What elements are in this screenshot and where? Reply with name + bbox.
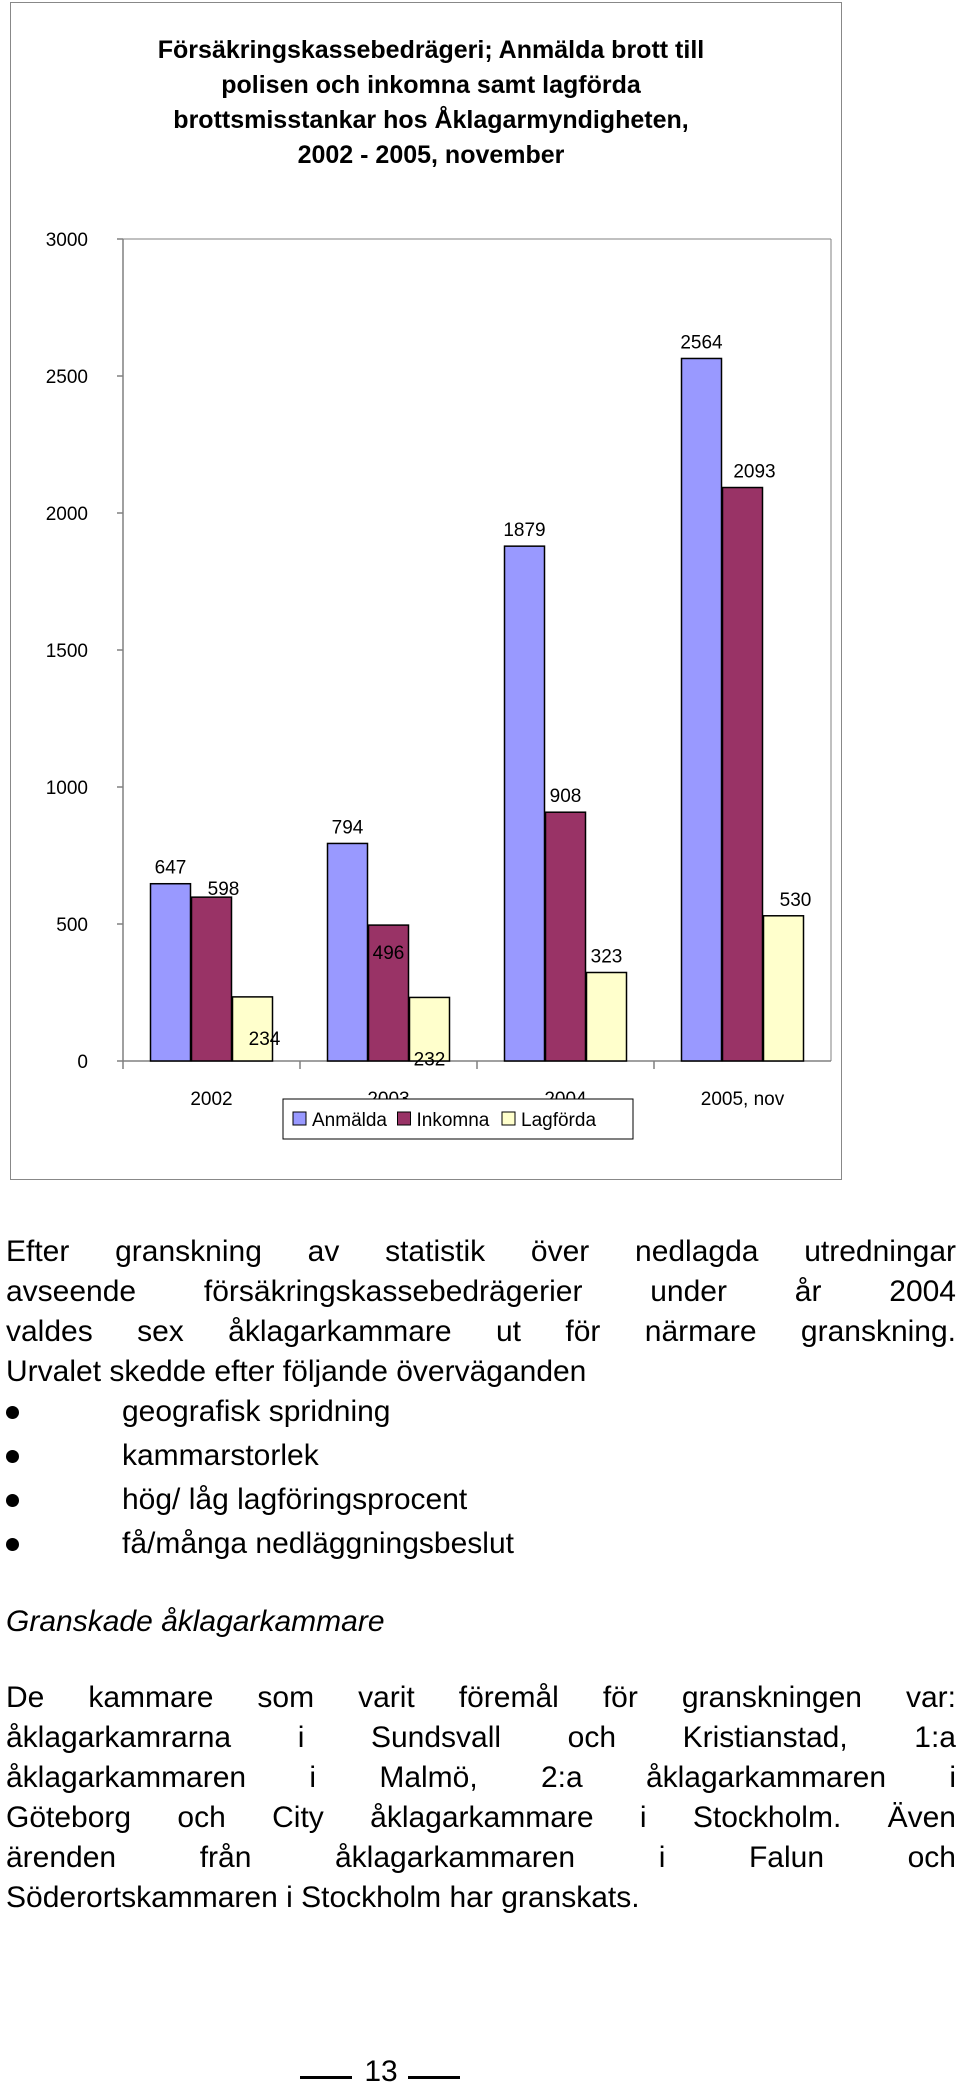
bar — [326, 842, 369, 1062]
y-tick-label: 0 — [77, 1052, 88, 1073]
text-line: Göteborg och City åklagarkammare i Stock… — [6, 1801, 956, 1834]
chart-title-line: 2002 - 2005, november — [297, 141, 565, 169]
text-line: Urvalet skedde efter följande övervägand… — [6, 1355, 587, 1388]
list-item-text: geografisk spridning — [122, 1395, 391, 1428]
paragraph-intro: Efter granskning av statistik över nedla… — [6, 1232, 956, 1392]
data-label: 647 — [155, 858, 187, 879]
body-text: Efter granskning av statistik över nedla… — [6, 1232, 956, 1918]
text-line: De kammare som varit föremål för granskn… — [6, 1681, 956, 1714]
chart-container: Försäkringskassebedrägeri; Anmälda brott… — [10, 2, 842, 1180]
list-item-text: kammarstorlek — [122, 1439, 319, 1472]
data-label: 794 — [332, 817, 364, 838]
bar — [585, 971, 628, 1062]
data-label: 908 — [550, 786, 582, 807]
bar — [544, 811, 587, 1062]
text-line: åklagarkammaren i Malmö, 2:a åklagarkamm… — [6, 1761, 956, 1794]
bar — [503, 545, 546, 1062]
list-item: geografisk spridning — [6, 1392, 956, 1436]
bullet-icon — [6, 1494, 19, 1507]
x-tick-label: 2002 — [190, 1089, 232, 1110]
bullet-icon — [6, 1406, 19, 1419]
legend-swatch — [397, 1111, 411, 1126]
data-label: 1879 — [503, 520, 545, 541]
data-label: 2564 — [680, 332, 723, 353]
bar — [408, 996, 451, 1062]
list-item-text: hög/ låg lagföringsprocent — [122, 1483, 468, 1516]
list-item: hög/ låg lagföringsprocent — [6, 1480, 956, 1524]
footer-dash-left — [300, 2076, 352, 2079]
chart-title-line: Försäkringskassebedrägeri; Anmälda brott… — [157, 36, 705, 64]
bar — [367, 924, 410, 1062]
legend-box — [282, 1098, 634, 1140]
list-item-text: få/många nedläggningsbeslut — [122, 1527, 514, 1560]
chart-title-line: polisen och inkomna samt lagförda — [221, 71, 641, 99]
bar — [721, 486, 764, 1062]
data-label: 496 — [373, 943, 405, 964]
text-line: åklagarkamrarna i Sundsvall och Kristian… — [6, 1721, 956, 1754]
legend-label: Lagförda — [521, 1110, 596, 1131]
bar — [680, 357, 723, 1062]
bar-chart: 0 500 1000 1500 2000 2500 3000 2002 647 598 234 200… — [46, 230, 832, 1140]
legend-swatch — [292, 1111, 307, 1126]
text-line: Efter granskning av statistik över nedla… — [6, 1235, 956, 1268]
bar — [149, 882, 192, 1062]
text-line: valdes sex åklagarkammare ut för närmare… — [6, 1315, 956, 1348]
legend-label: Inkomna — [417, 1110, 490, 1131]
y-tick-label: 2500 — [46, 367, 88, 388]
text-line: avseende försäkringskassebedrägerier und… — [6, 1275, 956, 1308]
data-label: 530 — [780, 890, 812, 911]
chart-title-line: brottsmisstankar hos Åklagarmyndigheten, — [173, 106, 689, 134]
y-tick-label: 2000 — [46, 504, 88, 525]
legend-label: Anmälda — [312, 1110, 387, 1131]
data-label: 598 — [208, 879, 240, 900]
footer-dash-right — [408, 2076, 460, 2079]
list-item: få/många nedläggningsbeslut — [6, 1524, 956, 1568]
data-label: 323 — [591, 946, 623, 967]
data-label: 234 — [249, 1029, 281, 1050]
data-label: 2093 — [733, 462, 775, 483]
bullet-icon — [6, 1450, 19, 1463]
bar — [190, 896, 233, 1062]
bullet-list: geografisk spridning kammarstorlek hög/ … — [6, 1392, 956, 1568]
bar — [231, 996, 274, 1062]
y-tick-label: 3000 — [46, 230, 88, 251]
y-tick-label: 1000 — [46, 778, 88, 799]
page-number: 13 — [364, 2055, 398, 2088]
bar — [762, 915, 805, 1062]
x-tick-label: 2005, nov — [701, 1089, 785, 1110]
bullet-icon — [6, 1538, 19, 1551]
y-tick-label: 500 — [56, 915, 88, 936]
y-tick-label: 1500 — [46, 641, 88, 662]
paragraph-offices: De kammare som varit föremål för granskn… — [6, 1678, 956, 1918]
text-line: Söderortskammaren i Stockholm har gransk… — [6, 1881, 640, 1914]
data-label: 232 — [414, 1049, 446, 1070]
text-line: ärenden från åklagarkammaren i Falun och — [6, 1841, 956, 1874]
section-heading: Granskade åklagarkammare — [6, 1605, 385, 1638]
page-footer: 13 — [300, 2054, 460, 2090]
legend-swatch — [501, 1111, 516, 1126]
chart-title: Försäkringskassebedrägeri; Anmälda brott… — [51, 33, 811, 173]
list-item: kammarstorlek — [6, 1436, 956, 1480]
